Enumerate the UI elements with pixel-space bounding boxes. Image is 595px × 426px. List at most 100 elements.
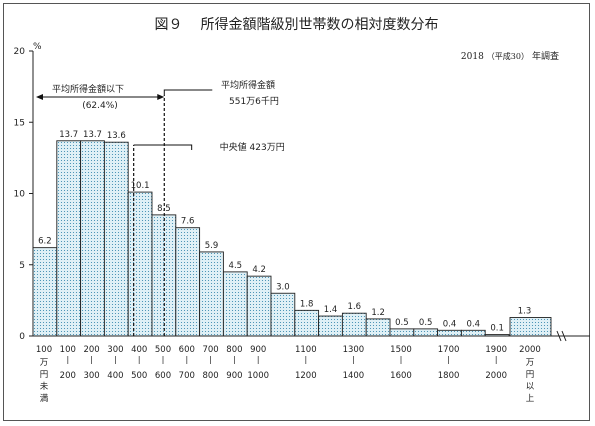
x-tick-label: 1300 bbox=[343, 345, 365, 355]
bar bbox=[246, 275, 272, 337]
bar-value-label: 13.6 bbox=[107, 131, 126, 141]
y-tick-label: 5 bbox=[19, 261, 25, 271]
bar-value-label: 5.9 bbox=[205, 241, 219, 251]
bar-value-label: 1.8 bbox=[300, 299, 314, 309]
bar-value-label: 0.1 bbox=[490, 324, 504, 334]
bar bbox=[509, 317, 552, 337]
x-tick-label: 900 bbox=[226, 371, 242, 381]
bar bbox=[437, 329, 462, 337]
bar bbox=[175, 227, 201, 337]
x-tick-label: 2000 bbox=[485, 371, 507, 381]
bar bbox=[294, 309, 320, 337]
x-tick-label: 1500 bbox=[390, 345, 412, 355]
y-axis: 0 5 10 15 20 bbox=[14, 47, 34, 342]
bar-value-label: 1.4 bbox=[324, 305, 338, 315]
bar-value-label: 13.7 bbox=[59, 130, 78, 140]
mean-label-line1: 平均所得金額 bbox=[221, 79, 275, 91]
bar-value-label: 0.4 bbox=[443, 319, 457, 329]
x-tick-label: 1800 bbox=[438, 371, 460, 381]
below-mean-label-line1: 平均所得金額以下 bbox=[52, 83, 124, 95]
x-tick-label: 700 bbox=[202, 345, 218, 355]
bar-value-label: 4.2 bbox=[252, 265, 266, 275]
subtitle-suffix: 年調査 bbox=[531, 52, 559, 62]
bar-value-label: 10.1 bbox=[131, 181, 150, 191]
x-tick-label: 円 bbox=[40, 370, 49, 380]
x-tick-label: 900 bbox=[250, 345, 266, 355]
x-tick-label: 600 bbox=[179, 345, 195, 355]
x-tick-label: 万 bbox=[40, 358, 49, 368]
x-tick-label: 500 bbox=[131, 371, 147, 381]
x-tick-label: 200 bbox=[83, 345, 99, 355]
axis-break-icon bbox=[556, 330, 567, 342]
median-label: 中央値 423万円 bbox=[220, 141, 285, 153]
bar bbox=[127, 191, 153, 337]
y-tick-label: 15 bbox=[14, 118, 25, 128]
bar-value-label: 4.5 bbox=[229, 261, 243, 271]
bar bbox=[80, 140, 105, 337]
x-tick-label: 未 bbox=[40, 381, 49, 392]
x-tick-label: 1900 bbox=[485, 345, 507, 355]
bars: 6.213.713.713.610.18.57.65.94.54.23.01.8… bbox=[32, 130, 552, 337]
arrow-right-icon bbox=[157, 94, 165, 100]
chart-subtitle: 2018 （平成30） 年調査 bbox=[461, 49, 559, 62]
arrow-left-icon bbox=[36, 94, 43, 100]
subtitle-era: （平成30） bbox=[486, 52, 529, 61]
x-tick-label: 円 bbox=[526, 370, 535, 380]
bar bbox=[318, 315, 343, 337]
x-tick-label: 100 bbox=[60, 345, 76, 355]
bar bbox=[365, 318, 391, 337]
bar bbox=[199, 251, 224, 337]
x-tick-label: 1700 bbox=[438, 345, 460, 355]
x-tick-label: 1200 bbox=[295, 371, 317, 381]
x-tick-label: 1600 bbox=[390, 371, 412, 381]
bar-value-label: 1.6 bbox=[348, 302, 362, 312]
bar bbox=[413, 328, 439, 337]
bar bbox=[270, 292, 296, 337]
x-tick-label: 200 bbox=[60, 371, 76, 381]
bar bbox=[56, 140, 82, 337]
bar bbox=[341, 312, 367, 337]
x-tick-label: 500 bbox=[155, 345, 171, 355]
bar-value-label: 13.7 bbox=[83, 130, 102, 140]
subtitle-year: 2018 bbox=[460, 52, 484, 62]
bar-value-label: 0.5 bbox=[395, 318, 409, 328]
bar-value-label: 1.3 bbox=[518, 306, 532, 316]
bar bbox=[460, 329, 486, 337]
x-tick-label: 1100 bbox=[295, 345, 317, 355]
bar-value-label: 0.5 bbox=[419, 318, 433, 328]
x-tick-label: 100 bbox=[36, 345, 52, 355]
mean-label-line2: 551万6千円 bbox=[229, 96, 279, 107]
x-tick-label: 満 bbox=[40, 394, 49, 404]
y-tick-label: 0 bbox=[19, 332, 25, 342]
x-tick-label: 1400 bbox=[343, 371, 365, 381]
mean-callout-line bbox=[163, 89, 213, 95]
x-tick-label: 2000 bbox=[519, 345, 541, 355]
x-tick-label: 300 bbox=[107, 345, 123, 355]
chart-title: 図９ 所得金額階級別世帯数の相対度数分布 bbox=[4, 14, 589, 34]
x-tick-label: 300 bbox=[83, 371, 99, 381]
bar bbox=[389, 328, 415, 337]
bar bbox=[32, 247, 58, 337]
x-tick-label: 800 bbox=[202, 371, 218, 381]
x-tick-label: 400 bbox=[107, 371, 123, 381]
chart-title-text: 所得金額階級別世帯数の相対度数分布 bbox=[200, 17, 439, 33]
bar bbox=[222, 271, 248, 337]
y-tick-label: 10 bbox=[14, 190, 26, 200]
x-tick-label: 1000 bbox=[247, 371, 269, 381]
x-tick-label: 600 bbox=[155, 371, 171, 381]
bar-value-label: 0.4 bbox=[467, 319, 481, 329]
x-tick-label: 万 bbox=[526, 358, 535, 368]
y-tick-label: 20 bbox=[14, 47, 26, 57]
median-callout-line bbox=[133, 144, 193, 150]
x-tick-label: 以 bbox=[526, 382, 535, 392]
below-mean-label-line2: (62.4%) bbox=[82, 101, 118, 111]
x-tick-label: 700 bbox=[179, 371, 195, 381]
x-tick-label: 800 bbox=[226, 345, 242, 355]
bar-value-label: 7.6 bbox=[181, 217, 195, 227]
bar-value-label: 1.2 bbox=[371, 308, 385, 318]
x-tick-label: 400 bbox=[131, 345, 147, 355]
bar bbox=[103, 141, 129, 337]
